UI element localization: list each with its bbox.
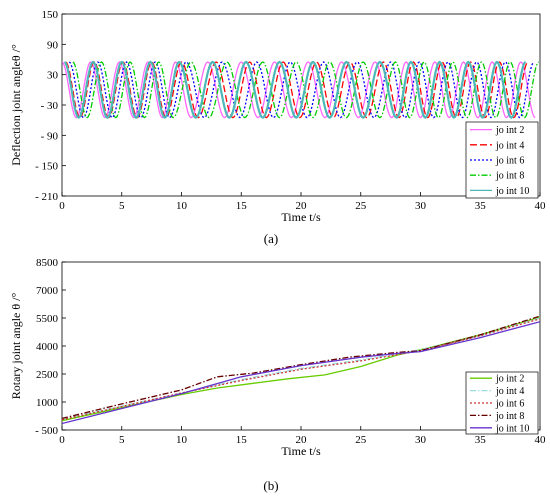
legend-label: jo int 8 bbox=[495, 411, 524, 422]
x-tick-label: 35 bbox=[475, 200, 487, 212]
y-tick-label: 8500 bbox=[36, 257, 59, 269]
y-tick-label: - 210 bbox=[35, 191, 58, 203]
series-line-jo-int-8 bbox=[72, 61, 540, 119]
chart-panel-b: 0 5 10 15 20 25 30 35 40 8500 7000 5500 4000 2500 1000… bbox=[9, 257, 546, 493]
legend-label: jo int 4 bbox=[495, 140, 524, 151]
x-tick-label: 20 bbox=[296, 434, 308, 446]
legend-label: jo int 2 bbox=[495, 374, 524, 385]
legend-label: jo int 2 bbox=[495, 125, 524, 136]
y-tick-label: - 500 bbox=[35, 425, 58, 437]
x-tick-label: 30 bbox=[415, 200, 427, 212]
x-tick-label: 30 bbox=[415, 434, 427, 446]
series-line-jo-int-2 bbox=[62, 61, 536, 119]
legend-label: jo int 6 bbox=[495, 156, 524, 167]
y-tick-label: - 150 bbox=[35, 161, 58, 173]
series-line-jo-int-6 bbox=[68, 61, 535, 119]
y-tick-label: 5500 bbox=[36, 313, 59, 325]
y-axis-label: Deflection joint angleθ /° bbox=[9, 44, 23, 166]
panel-label: (b) bbox=[263, 478, 278, 493]
x-tick-label: 5 bbox=[119, 434, 125, 446]
series-line-jo-int-10 bbox=[63, 60, 527, 119]
series-group bbox=[62, 60, 540, 119]
x-tick-label: 25 bbox=[355, 200, 367, 212]
series-line-jo-int-6 bbox=[62, 318, 540, 421]
legend-label: jo int 10 bbox=[495, 423, 529, 434]
legend-label: jo int 8 bbox=[495, 171, 524, 182]
x-tick-label: 15 bbox=[236, 434, 248, 446]
x-axis-label: Time t/s bbox=[281, 444, 321, 458]
y-tick-label: - 90 bbox=[41, 130, 59, 142]
x-tick-label: 40 bbox=[535, 434, 547, 446]
y-tick-label: 4000 bbox=[36, 341, 59, 353]
x-tick-label: 35 bbox=[475, 434, 487, 446]
y-tick-label: 1000 bbox=[36, 397, 59, 409]
x-tick-label: 0 bbox=[59, 434, 65, 446]
legend-label: jo int 6 bbox=[495, 399, 524, 410]
panel-label: (a) bbox=[264, 231, 278, 246]
x-tick-label: 10 bbox=[176, 200, 188, 212]
y-tick-label: - 30 bbox=[41, 100, 59, 112]
x-tick-label: 20 bbox=[296, 200, 308, 212]
chart-panel-a: 0 5 10 15 20 25 30 35 40 150 90 30 - 30 - 90 - 150 - 21… bbox=[9, 9, 546, 246]
y-tick-label: 30 bbox=[47, 70, 59, 82]
y-tick-label: 150 bbox=[42, 9, 59, 21]
x-tick-label: 25 bbox=[355, 434, 367, 446]
series-line-jo-int-10 bbox=[62, 321, 540, 425]
x-axis-label: Time t/s bbox=[281, 210, 321, 224]
y-tick-label: 2500 bbox=[36, 369, 59, 381]
legend: jo int 2jo int 4 jo int 6jo int 8jo int 1… bbox=[465, 371, 539, 435]
x-tick-label: 40 bbox=[535, 200, 547, 212]
x-tick-label: 10 bbox=[176, 434, 188, 446]
x-tick-label: 15 bbox=[236, 200, 248, 212]
y-axis-label: Rotary joint angle θ /° bbox=[9, 293, 23, 400]
y-tick-label: 7000 bbox=[36, 285, 59, 297]
legend: jo int 2 jo int 4 jo int 6 jo int 8 jo int 1… bbox=[465, 121, 539, 199]
x-tick-label: 5 bbox=[119, 200, 125, 212]
legend-label: jo int 4 bbox=[495, 386, 524, 397]
y-tick-label: 90 bbox=[47, 39, 59, 51]
x-tick-label: 0 bbox=[59, 200, 65, 212]
series-group bbox=[62, 315, 540, 425]
series-line-jo-int-8 bbox=[62, 315, 540, 420]
legend-label: jo int 10 bbox=[495, 186, 529, 197]
